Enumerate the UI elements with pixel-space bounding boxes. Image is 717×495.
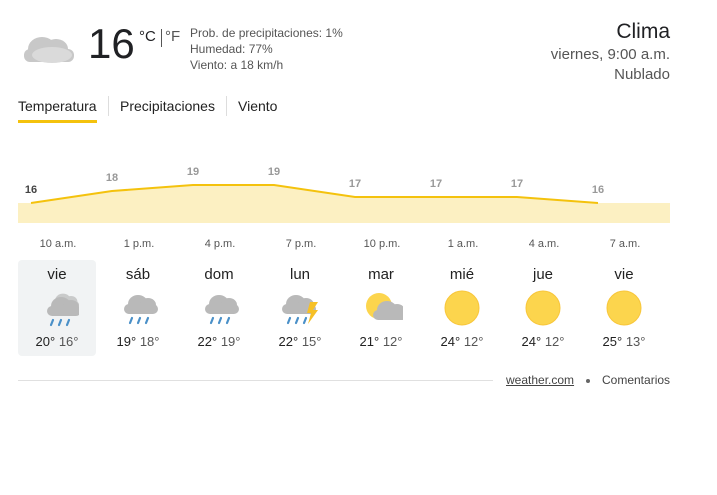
divider <box>18 380 493 381</box>
x-tick-label: 10 p.m. <box>364 238 401 250</box>
x-tick-label: 7 a.m. <box>610 238 641 250</box>
low: 16° <box>58 334 79 349</box>
title: Clima <box>616 20 670 43</box>
temp-label: 19 <box>268 166 280 178</box>
day-name: mié <box>449 266 475 283</box>
tab[interactable]: Temperatura <box>18 98 97 114</box>
high: 22° <box>197 334 218 349</box>
tab-separator <box>108 96 109 116</box>
weather-icon <box>124 295 158 325</box>
temp-label: 17 <box>349 178 361 190</box>
temperature-area <box>18 185 670 223</box>
x-tick-label: 4 a.m. <box>529 238 560 250</box>
weather-icon <box>525 290 561 326</box>
high: 22° <box>278 334 299 349</box>
high: 20° <box>35 334 56 349</box>
unit-separator <box>161 29 162 47</box>
low: 12° <box>463 334 484 349</box>
x-tick-label: 1 p.m. <box>124 238 155 250</box>
day-name: vie <box>614 266 634 283</box>
weather-icon <box>606 290 642 326</box>
x-tick-label: 4 p.m. <box>205 238 236 250</box>
day-forecast[interactable]: mar 21° 12° <box>342 260 420 356</box>
low: 18° <box>139 334 160 349</box>
weather-icon <box>282 295 318 325</box>
current-temp: 16 <box>88 20 135 67</box>
high: 25° <box>602 334 623 349</box>
temperature-line <box>30 184 599 204</box>
high: 24° <box>440 334 461 349</box>
day-forecast[interactable]: mié 24° 12° <box>423 260 501 356</box>
x-tick-label: 1 a.m. <box>448 238 479 250</box>
temp-label: 17 <box>430 178 442 190</box>
day-name: dom <box>204 266 234 283</box>
day-name: mar <box>368 266 394 283</box>
source-link[interactable]: weather.com <box>506 373 575 387</box>
unit-f[interactable]: °F <box>165 28 181 45</box>
high: 24° <box>521 334 542 349</box>
temp-label: 17 <box>511 178 523 190</box>
x-tick-label: 10 a.m. <box>40 238 77 250</box>
low: 19° <box>220 334 241 349</box>
tab-underline <box>18 120 97 123</box>
day-forecast[interactable]: lun 22° 15° <box>261 260 339 356</box>
feedback-link[interactable]: Comentarios <box>602 373 671 387</box>
day-forecast[interactable]: jue 24° 12° <box>504 260 582 356</box>
day-name: vie <box>47 266 67 283</box>
weather-icon <box>205 295 239 325</box>
weather-icon <box>24 37 74 63</box>
unit-c[interactable]: °C <box>139 28 156 45</box>
high: 21° <box>359 334 380 349</box>
weather-icon <box>47 293 79 327</box>
day-name: lun <box>289 266 311 283</box>
low: 15° <box>301 334 322 349</box>
temp-label: 16 <box>592 184 604 196</box>
tab-separator <box>226 96 227 116</box>
temp-label: 16 <box>25 184 37 196</box>
tab[interactable]: Precipitaciones <box>120 98 215 114</box>
low: 12° <box>544 334 565 349</box>
day-forecast[interactable]: sáb 19° 18° <box>99 260 177 356</box>
x-tick-label: 7 p.m. <box>286 238 317 250</box>
weather-icon <box>366 293 403 320</box>
low: 12° <box>382 334 403 349</box>
temp-label: 19 <box>187 166 199 178</box>
day-name: jue <box>532 266 554 283</box>
low: 13° <box>625 334 646 349</box>
day-forecast[interactable]: dom 22° 19° <box>180 260 258 356</box>
weather-icon <box>444 290 480 326</box>
high: 19° <box>116 334 137 349</box>
temp-label: 18 <box>106 172 118 184</box>
tab[interactable]: Viento <box>238 98 278 114</box>
condition: Nublado <box>614 66 670 83</box>
footer-dot <box>586 379 590 383</box>
temperature-chart: 16 10 a.m. 18 1 p.m. 19 4 p.m. 19 7 p.m. 17 10 p.… <box>18 166 670 250</box>
precip: Prob. de precipitaciones: 1% <box>190 26 343 40</box>
humidity: Humedad: 77% <box>190 42 273 56</box>
wind: Viento: a 18 km/h <box>190 58 284 72</box>
day-forecast[interactable]: vie 20° 16° <box>18 260 96 356</box>
day-name: sáb <box>125 266 151 283</box>
day-forecast[interactable]: vie 25° 13° <box>585 260 663 356</box>
time: viernes, 9:00 a.m. <box>550 46 670 63</box>
